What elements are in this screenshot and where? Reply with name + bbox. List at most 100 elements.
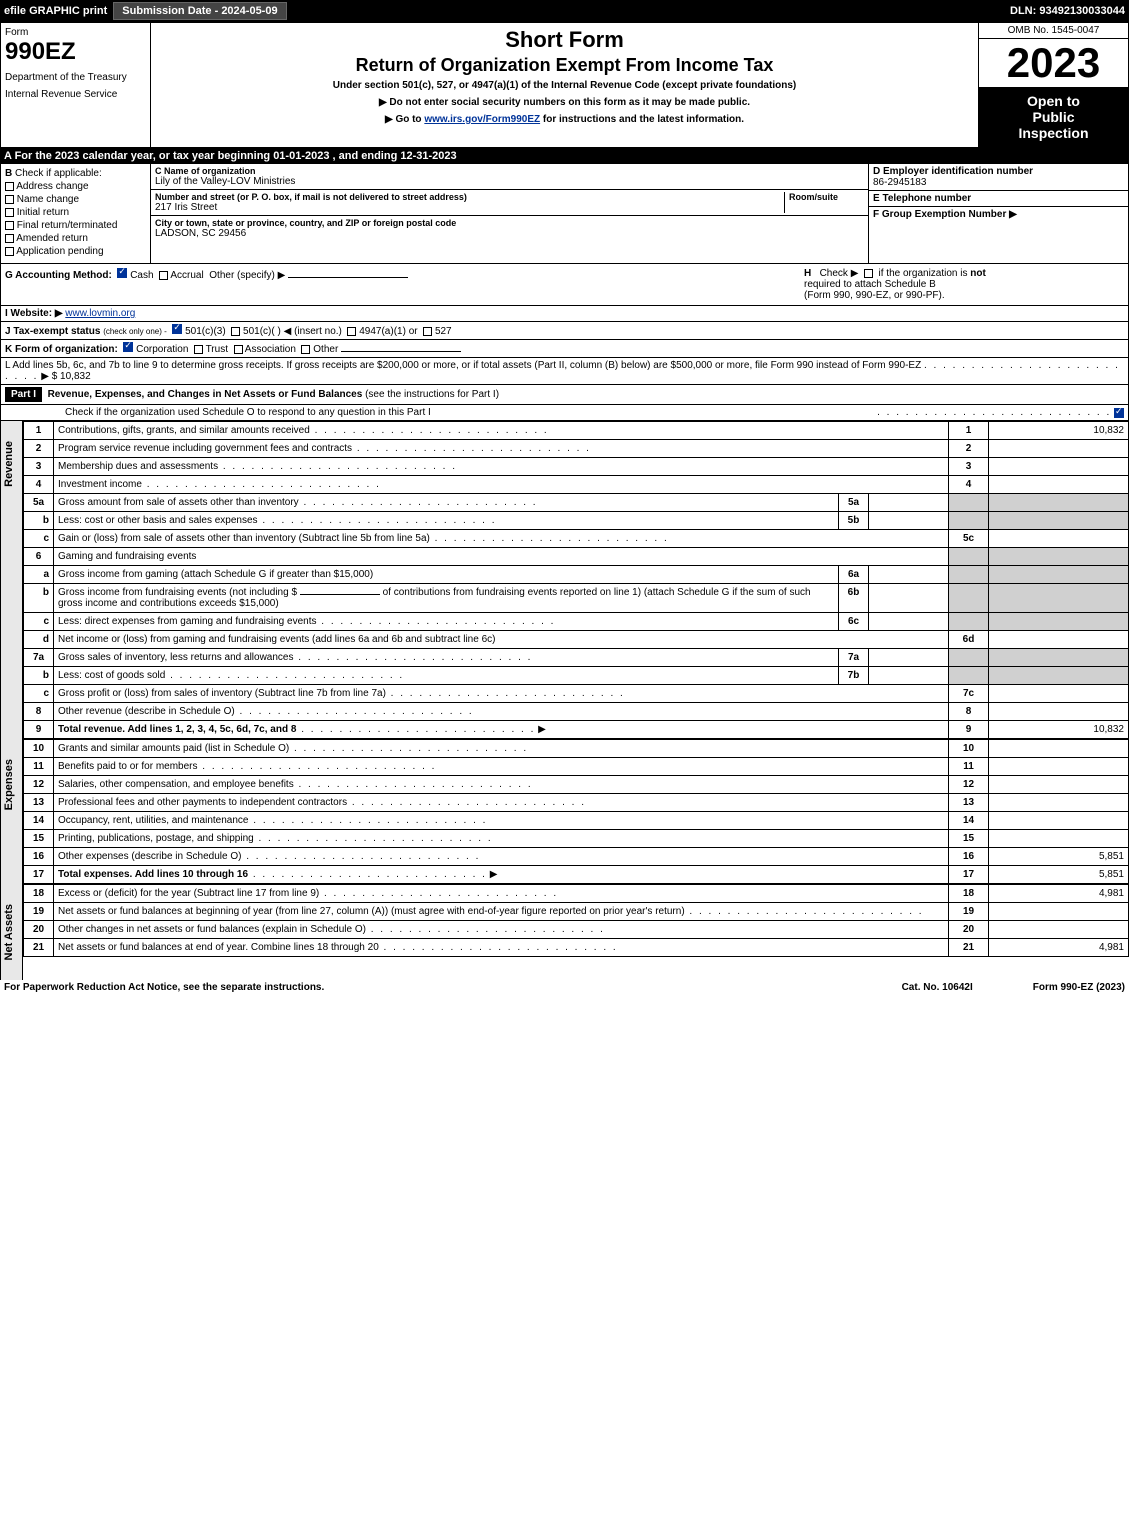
website-link[interactable]: www.lovmin.org [65, 308, 135, 319]
checkbox-icon[interactable] [301, 345, 310, 354]
label-group-exemption: F Group Exemption Number ▶ [873, 209, 1124, 220]
ein-value: 86-2945183 [873, 177, 1124, 188]
form-name: 990EZ [5, 38, 146, 66]
checkbox-icon[interactable] [159, 271, 168, 280]
line-8: 8Other revenue (describe in Schedule O)8 [24, 703, 1129, 721]
checkbox-icon[interactable] [234, 345, 243, 354]
revenue-section: Revenue 1Contributions, gifts, grants, a… [0, 421, 1129, 739]
checkbox-icon[interactable] [231, 327, 240, 336]
submission-date-button[interactable]: Submission Date - 2024-05-09 [113, 2, 286, 20]
part-i-header: Part I Revenue, Expenses, and Changes in… [0, 385, 1129, 405]
chk-amended-return: Amended return [5, 233, 146, 244]
line-6: 6Gaming and fundraising events [24, 548, 1129, 566]
line-19: 19Net assets or fund balances at beginni… [24, 903, 1129, 921]
line-6a: aGross income from gaming (attach Schedu… [24, 566, 1129, 584]
line-20: 20Other changes in net assets or fund ba… [24, 921, 1129, 939]
line-3: 3Membership dues and assessments3 [24, 458, 1129, 476]
schedule-b-check: H Check ▶ if the organization is not req… [804, 268, 1124, 301]
chk-application-pending: Application pending [5, 246, 146, 257]
line-5b: bLess: cost or other basis and sales exp… [24, 512, 1129, 530]
line-6d: dNet income or (loss) from gaming and fu… [24, 631, 1129, 649]
org-address: 217 Iris Street [155, 202, 784, 213]
line-9: 9Total revenue. Add lines 1, 2, 3, 4, 5c… [24, 721, 1129, 739]
col-b-checkboxes: B Check if applicable: Address change Na… [1, 164, 151, 263]
line-14: 14Occupancy, rent, utilities, and mainte… [24, 812, 1129, 830]
checkbox-icon[interactable] [423, 327, 432, 336]
tax-exempt-row: J Tax-exempt status (check only one) - 5… [0, 322, 1129, 340]
line-2: 2Program service revenue including gover… [24, 440, 1129, 458]
line-11: 11Benefits paid to or for members11 [24, 758, 1129, 776]
line-6b: bGross income from fundraising events (n… [24, 584, 1129, 613]
title-box: Short Form Return of Organization Exempt… [151, 23, 978, 147]
irs-link[interactable]: www.irs.gov/Form990EZ [424, 114, 540, 125]
line-5c: cGain or (loss) from sale of assets othe… [24, 530, 1129, 548]
short-form-title: Short Form [155, 27, 974, 53]
check-icon [1114, 408, 1124, 418]
footer: For Paperwork Reduction Act Notice, see … [0, 980, 1129, 995]
instr-goto: ▶ Go to www.irs.gov/Form990EZ for instru… [155, 114, 974, 125]
chk-address-change: Address change [5, 181, 146, 192]
part-i-label: Part I [5, 387, 42, 402]
check-icon [123, 342, 133, 352]
label-phone: E Telephone number [873, 193, 1124, 204]
net-assets-section: Net Assets 18Excess or (deficit) for the… [0, 884, 1129, 980]
checkbox-icon[interactable] [347, 327, 356, 336]
line-16: 16Other expenses (describe in Schedule O… [24, 848, 1129, 866]
revenue-vlabel: Revenue [1, 421, 23, 739]
chk-name-change: Name change [5, 194, 146, 205]
label-ein: D Employer identification number [873, 166, 1124, 177]
col-c-org-info: C Name of organization Lily of the Valle… [151, 164, 868, 263]
line-10: 10Grants and similar amounts paid (list … [24, 740, 1129, 758]
open-to-public: Open to Public Inspection [979, 87, 1128, 147]
part-i-check-row: Check if the organization used Schedule … [0, 405, 1129, 421]
dots-icon [877, 407, 1111, 418]
org-city: LADSON, SC 29456 [155, 228, 864, 239]
line-15: 15Printing, publications, postage, and s… [24, 830, 1129, 848]
year-box: OMB No. 1545-0047 2023 Open to Public In… [978, 23, 1128, 147]
expenses-section: Expenses 10Grants and similar amounts pa… [0, 739, 1129, 884]
footer-formref: Form 990-EZ (2023) [1033, 982, 1125, 993]
line-7c: cGross profit or (loss) from sales of in… [24, 685, 1129, 703]
checkbox-icon[interactable] [5, 208, 14, 217]
other-specify-blank[interactable] [288, 277, 408, 278]
netassets-vlabel: Net Assets [1, 884, 23, 980]
other-org-blank[interactable] [341, 351, 461, 352]
netassets-table: 18Excess or (deficit) for the year (Subt… [23, 884, 1129, 957]
label-org-name: C Name of organization [155, 166, 864, 176]
org-name: Lily of the Valley-LOV Ministries [155, 176, 864, 187]
chk-initial-return: Initial return [5, 207, 146, 218]
instr-ssn: ▶ Do not enter social security numbers o… [155, 97, 974, 108]
line-21: 21Net assets or fund balances at end of … [24, 939, 1129, 957]
check-icon [172, 324, 182, 334]
line-4: 4Investment income4 [24, 476, 1129, 494]
gross-receipts-value: 10,832 [60, 371, 91, 382]
label-city: City or town, state or province, country… [155, 218, 864, 228]
label-address: Number and street (or P. O. box, if mail… [155, 192, 784, 202]
line-1: 1Contributions, gifts, grants, and simil… [24, 422, 1129, 440]
expenses-vlabel: Expenses [1, 739, 23, 884]
blank-amount[interactable] [300, 594, 380, 595]
return-title: Return of Organization Exempt From Incom… [155, 55, 974, 76]
subtitle: Under section 501(c), 527, or 4947(a)(1)… [155, 80, 974, 91]
checkbox-icon[interactable] [5, 221, 14, 230]
line-6c: cLess: direct expenses from gaming and f… [24, 613, 1129, 631]
line-7a: 7aGross sales of inventory, less returns… [24, 649, 1129, 667]
topbar: efile GRAPHIC print Submission Date - 20… [0, 0, 1129, 22]
checkbox-icon[interactable] [5, 195, 14, 204]
gh-row: G Accounting Method: Cash Accrual Other … [0, 264, 1129, 306]
line-17: 17Total expenses. Add lines 10 through 1… [24, 866, 1129, 884]
checkbox-icon[interactable] [194, 345, 203, 354]
accounting-method: G Accounting Method: Cash Accrual Other … [5, 268, 804, 301]
omb-number: OMB No. 1545-0047 [979, 23, 1128, 39]
checkbox-icon[interactable] [5, 247, 14, 256]
revenue-table: 1Contributions, gifts, grants, and simil… [23, 421, 1129, 739]
efile-label: efile GRAPHIC print [4, 5, 107, 17]
dept-irs: Internal Revenue Service [5, 89, 146, 100]
checkbox-icon[interactable] [5, 234, 14, 243]
chk-final-return: Final return/terminated [5, 220, 146, 231]
line-7b: bLess: cost of goods sold7b [24, 667, 1129, 685]
expenses-table: 10Grants and similar amounts paid (list … [23, 739, 1129, 884]
line-13: 13Professional fees and other payments t… [24, 794, 1129, 812]
checkbox-icon[interactable] [5, 182, 14, 191]
checkbox-icon[interactable] [864, 269, 873, 278]
